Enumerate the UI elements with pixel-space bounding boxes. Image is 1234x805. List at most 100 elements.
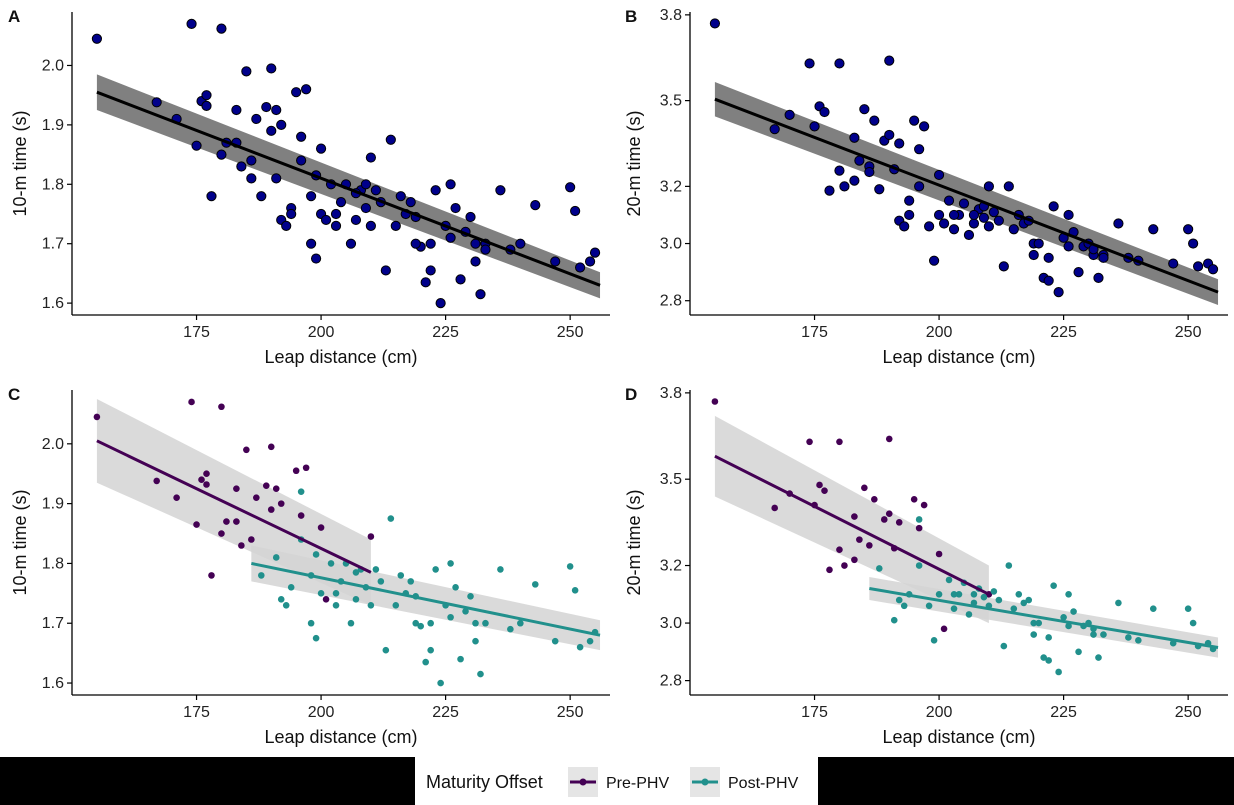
data-point: [216, 149, 227, 160]
data-point-pre-phv: [821, 487, 828, 495]
data-point-post-phv: [507, 625, 514, 633]
data-point: [281, 220, 292, 231]
y-tick-label: 3.8: [660, 385, 682, 402]
data-point-pre-phv: [188, 398, 195, 406]
data-point: [958, 198, 970, 209]
data-point-post-phv: [915, 562, 923, 569]
data-point-post-phv: [995, 596, 1003, 604]
data-point-pre-phv: [771, 504, 778, 512]
data-point-pre-phv: [910, 496, 918, 503]
x-tick-label: 250: [1175, 324, 1202, 341]
data-point: [824, 185, 835, 196]
panel-a: A 175 200 225 250 1.6 1.7 1.8 1.9 2.0 Leap distanc…: [8, 7, 610, 367]
data-point: [550, 256, 561, 267]
data-point-post-phv: [990, 588, 998, 595]
data-point: [445, 179, 456, 190]
data-point: [271, 173, 282, 184]
data-point: [914, 181, 925, 192]
y-axis-title: 20-m time (s): [624, 110, 644, 216]
data-point-post-phv: [1065, 590, 1072, 598]
data-point-post-phv: [387, 515, 395, 522]
data-point: [395, 191, 406, 202]
data-point: [335, 197, 347, 208]
y-tick-label: 2.8: [660, 293, 682, 310]
data-point: [904, 195, 915, 206]
data-point: [380, 265, 391, 276]
data-point-pre-phv: [262, 482, 270, 489]
data-point-post-phv: [955, 590, 963, 598]
data-point-pre-phv: [272, 485, 280, 492]
data-point: [495, 185, 506, 196]
data-point: [465, 211, 476, 223]
data-point: [330, 220, 342, 231]
y-tick-label: 1.8: [42, 555, 64, 572]
x-tick-label: 225: [432, 324, 459, 341]
legend-bar-right: [818, 757, 1234, 805]
data-point: [330, 208, 342, 220]
data-point-post-phv: [576, 643, 584, 651]
data-point-pre-phv: [297, 512, 305, 519]
data-point: [231, 104, 242, 116]
data-point: [1003, 181, 1014, 192]
data-point-post-phv: [1015, 590, 1023, 598]
data-point: [938, 218, 950, 229]
data-point: [784, 109, 795, 121]
data-point-post-phv: [571, 587, 579, 594]
data-point: [1113, 218, 1124, 229]
data-point-post-phv: [1025, 596, 1033, 604]
data-point-post-phv: [427, 619, 434, 627]
regression-line: [96, 90, 601, 287]
data-point: [515, 238, 526, 249]
data-point: [420, 277, 431, 288]
data-point-pre-phv: [267, 443, 275, 451]
data-point-pre-phv: [218, 403, 225, 411]
data-point: [1073, 267, 1084, 278]
data-point-pre-phv: [880, 516, 888, 523]
data-point: [276, 119, 287, 130]
data-point: [1188, 238, 1199, 249]
data-point: [286, 208, 297, 220]
data-point: [475, 289, 486, 300]
data-point-post-phv: [332, 601, 340, 609]
x-tick-label: 200: [926, 704, 953, 721]
x-tick-label: 225: [1050, 324, 1077, 341]
data-point-post-phv: [352, 596, 360, 603]
data-point-pre-phv: [915, 524, 923, 532]
data-point-post-phv: [437, 679, 444, 687]
data-point: [1063, 241, 1074, 252]
data-point-post-phv: [257, 572, 265, 579]
x-tick-label: 250: [557, 704, 584, 721]
data-point-pre-phv: [885, 510, 893, 518]
data-point-post-phv: [457, 655, 464, 663]
data-point: [869, 115, 880, 126]
data-point: [405, 197, 416, 208]
panel-c: C 175 200 225 250 1.6 1.7 1.8 1.9 2.0 Leap distanc…: [8, 385, 610, 747]
data-point-post-phv: [1115, 599, 1122, 607]
data-point: [864, 166, 875, 178]
x-tick-label: 175: [801, 324, 828, 341]
data-point-post-phv: [297, 488, 305, 495]
data-point-post-phv: [1065, 622, 1072, 630]
data-point-post-phv: [397, 572, 405, 579]
data-point: [819, 106, 830, 118]
data-point: [928, 255, 940, 266]
data-point-pre-phv: [940, 625, 948, 633]
confidence-band-pre-phv: [714, 415, 989, 624]
y-tick-label: 3.2: [660, 558, 682, 575]
panel-letter: C: [8, 385, 20, 404]
data-point-post-phv: [472, 637, 479, 645]
data-point: [1193, 261, 1204, 272]
data-point: [834, 165, 845, 176]
data-point-post-phv: [1060, 614, 1067, 621]
data-point: [91, 33, 103, 44]
data-point: [1207, 264, 1219, 275]
data-point: [296, 155, 307, 166]
data-point: [266, 63, 277, 74]
legend-key-dot-pre: [579, 778, 587, 786]
data-point: [809, 121, 820, 132]
data-point-post-phv: [1035, 619, 1043, 627]
data-point-post-phv: [1075, 648, 1082, 656]
data-point-pre-phv: [711, 398, 719, 405]
data-point: [894, 138, 905, 149]
